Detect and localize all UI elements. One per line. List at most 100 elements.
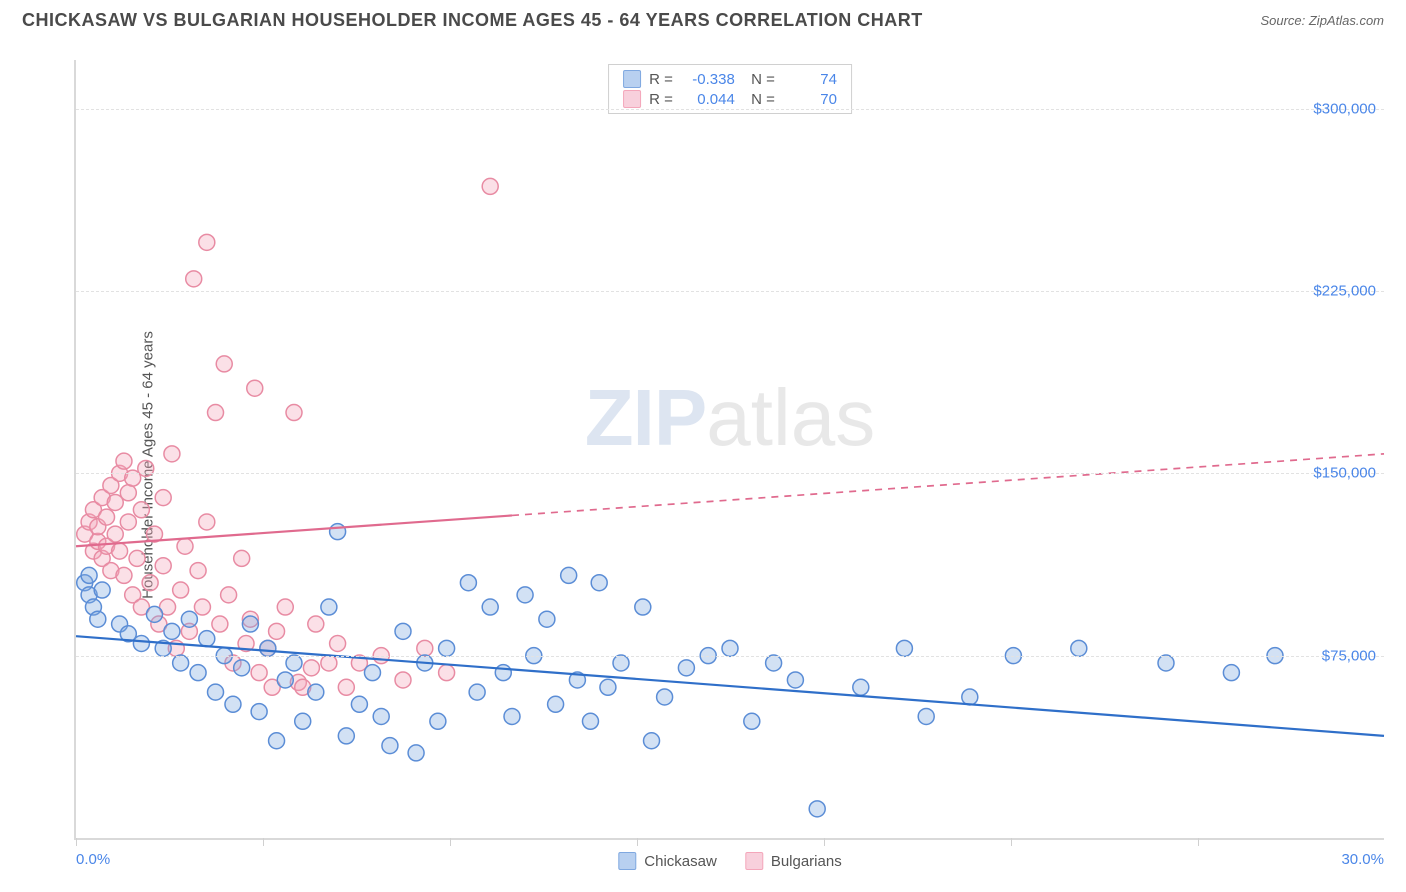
- data-point: [160, 599, 176, 615]
- data-point: [809, 801, 825, 817]
- data-point: [90, 533, 106, 549]
- data-point: [918, 708, 934, 724]
- data-point: [208, 684, 224, 700]
- data-point: [85, 543, 101, 559]
- data-point: [168, 640, 184, 656]
- data-point: [264, 679, 280, 695]
- data-point: [744, 713, 760, 729]
- data-point: [277, 599, 293, 615]
- data-point: [722, 640, 738, 656]
- legend-row: R = 0.044 N = 70: [623, 89, 837, 109]
- data-point: [142, 575, 158, 591]
- data-point: [234, 660, 250, 676]
- series-legend: Chickasaw Bulgarians: [618, 852, 841, 870]
- data-point: [635, 599, 651, 615]
- gridline: [76, 291, 1384, 292]
- data-point: [539, 611, 555, 627]
- gridline: [76, 109, 1384, 110]
- trend-line-dashed: [512, 454, 1384, 516]
- data-point: [548, 696, 564, 712]
- data-point: [225, 696, 241, 712]
- data-point: [164, 446, 180, 462]
- data-point: [173, 655, 189, 671]
- data-point: [417, 640, 433, 656]
- data-point: [120, 485, 136, 501]
- data-point: [116, 567, 132, 583]
- data-point: [242, 611, 258, 627]
- data-point: [99, 509, 115, 525]
- data-point: [247, 380, 263, 396]
- data-point: [190, 563, 206, 579]
- data-point: [439, 640, 455, 656]
- data-point: [582, 713, 598, 729]
- data-point: [181, 623, 197, 639]
- data-point: [190, 665, 206, 681]
- data-point: [321, 599, 337, 615]
- data-point: [495, 665, 511, 681]
- data-point: [94, 490, 110, 506]
- data-point: [395, 623, 411, 639]
- data-point: [269, 733, 285, 749]
- data-point: [155, 640, 171, 656]
- x-tick: [1198, 838, 1199, 846]
- data-point: [103, 477, 119, 493]
- data-point: [208, 405, 224, 421]
- data-point: [896, 640, 912, 656]
- data-point: [308, 684, 324, 700]
- data-point: [351, 696, 367, 712]
- data-point: [125, 587, 141, 603]
- data-point: [853, 679, 869, 695]
- data-point: [85, 502, 101, 518]
- data-point: [439, 665, 455, 681]
- x-max-label: 30.0%: [1341, 851, 1384, 868]
- data-point: [382, 738, 398, 754]
- data-point: [238, 636, 254, 652]
- data-point: [460, 575, 476, 591]
- data-point: [94, 550, 110, 566]
- data-point: [303, 660, 319, 676]
- x-min-label: 0.0%: [76, 851, 110, 868]
- data-point: [330, 636, 346, 652]
- data-point: [199, 514, 215, 530]
- data-point: [129, 550, 145, 566]
- data-point: [644, 733, 660, 749]
- data-point: [290, 674, 306, 690]
- data-point: [591, 575, 607, 591]
- x-tick: [263, 838, 264, 846]
- data-point: [120, 514, 136, 530]
- data-point: [216, 356, 232, 372]
- data-point: [1223, 665, 1239, 681]
- data-point: [321, 655, 337, 671]
- legend-swatch-chickasaw: [623, 70, 641, 88]
- scatter-layer: [76, 60, 1384, 838]
- data-point: [338, 728, 354, 744]
- data-point: [482, 178, 498, 194]
- data-point: [151, 616, 167, 632]
- data-point: [417, 655, 433, 671]
- data-point: [116, 453, 132, 469]
- data-point: [99, 538, 115, 554]
- data-point: [600, 679, 616, 695]
- trend-line-solid: [76, 636, 1384, 736]
- data-point: [77, 526, 93, 542]
- data-point: [146, 606, 162, 622]
- data-point: [199, 234, 215, 250]
- data-point: [181, 611, 197, 627]
- data-point: [330, 524, 346, 540]
- legend-row: R = -0.338 N = 74: [623, 69, 837, 89]
- correlation-legend: R = -0.338 N = 74 R = 0.044 N = 70: [608, 64, 852, 114]
- data-point: [133, 599, 149, 615]
- data-point: [94, 582, 110, 598]
- data-point: [242, 616, 258, 632]
- data-point: [286, 405, 302, 421]
- legend-swatch-icon: [618, 852, 636, 870]
- data-point: [1158, 655, 1174, 671]
- data-point: [186, 271, 202, 287]
- data-point: [164, 623, 180, 639]
- x-tick: [637, 838, 638, 846]
- y-tick-label: $300,000: [1313, 100, 1376, 117]
- chart-area: Householder Income Ages 45 - 64 years ZI…: [22, 50, 1384, 880]
- data-point: [1071, 640, 1087, 656]
- data-point: [85, 599, 101, 615]
- data-point: [251, 665, 267, 681]
